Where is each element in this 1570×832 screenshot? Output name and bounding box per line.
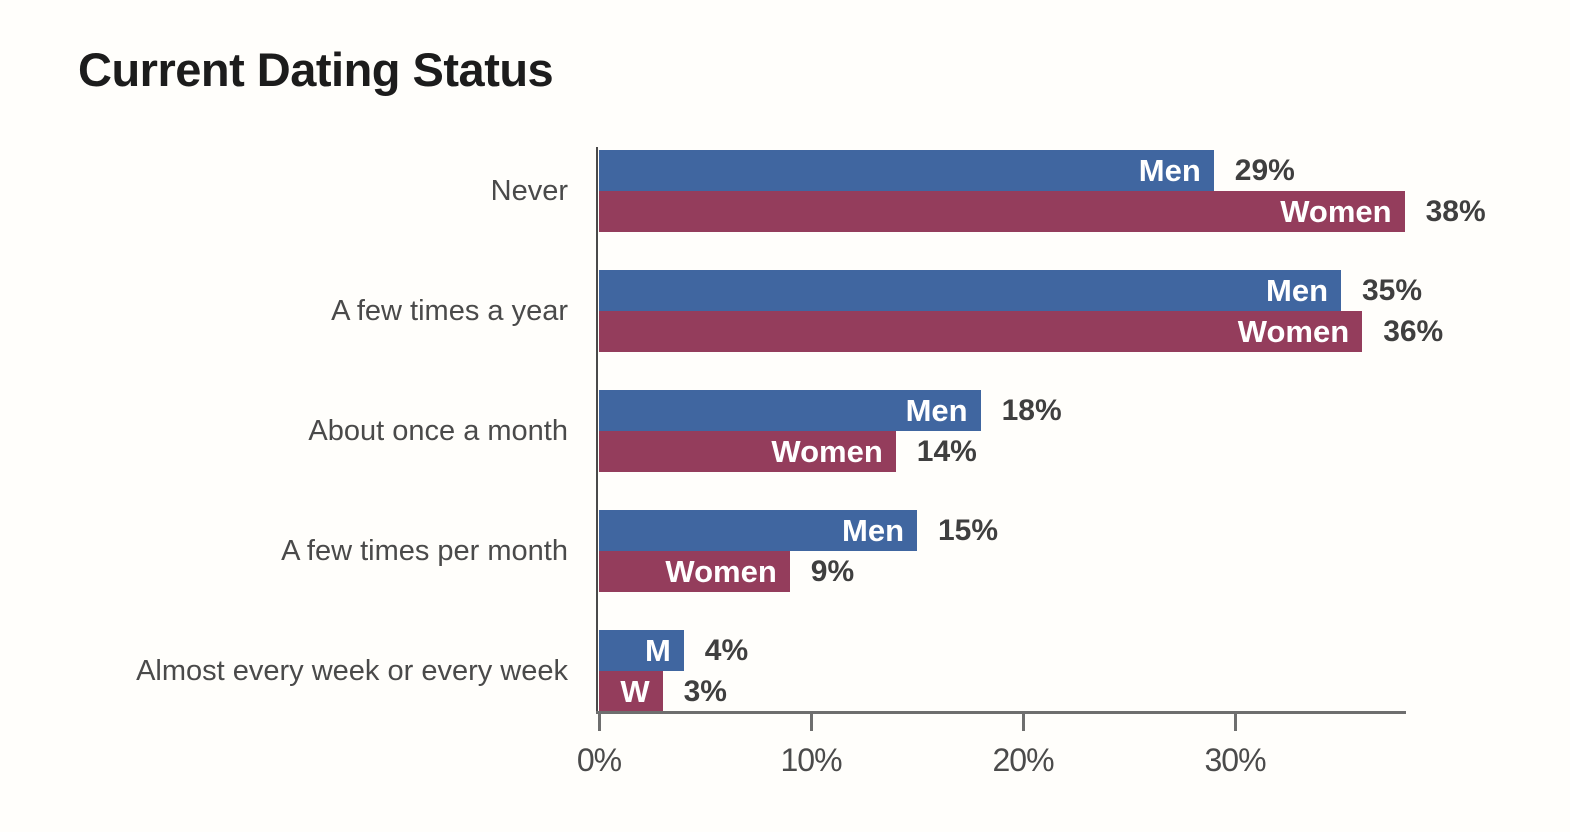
women-value-label: 36% — [1383, 315, 1444, 348]
women-bar-inner-label: Women — [771, 434, 883, 469]
men-bar-inner-label: Men — [1266, 273, 1328, 308]
x-axis-tick-label: 0% — [576, 742, 622, 778]
men-bar: Men — [599, 510, 917, 551]
women-bar: Women — [599, 551, 790, 592]
men-bar: M — [599, 630, 684, 671]
x-axis-tick — [1233, 714, 1237, 731]
men-bar-inner-label: M — [644, 633, 671, 668]
x-axis-tick — [597, 714, 601, 731]
women-bar: Women — [599, 311, 1363, 352]
women-value-label: 14% — [916, 435, 977, 468]
men-bar: Men — [599, 270, 1341, 311]
men-value-label: 18% — [1001, 394, 1062, 427]
men-bar: Men — [599, 390, 981, 431]
bar-group: Almost every week or every week M 4% W 3% — [136, 630, 1409, 712]
women-bar-inner-label: Women — [1237, 314, 1350, 349]
women-bar-inner-label: Women — [665, 554, 777, 589]
women-value-label: 9% — [810, 555, 855, 588]
women-bar: Women — [599, 191, 1405, 232]
men-bar: Men — [599, 150, 1214, 191]
men-value-label: 15% — [938, 514, 999, 547]
x-axis-tick-label: 20% — [992, 742, 1054, 778]
x-axis-line — [596, 711, 1406, 714]
chart-title: Current Dating Status — [78, 43, 554, 96]
women-bar: W — [599, 671, 663, 712]
men-bar-inner-label: Men — [1138, 153, 1201, 188]
x-axis-tick — [1021, 714, 1025, 731]
bar-group: A few times a year Men 35% Women 36% — [331, 270, 1443, 352]
women-bar-inner-label: Women — [1280, 194, 1392, 229]
category-label: A few times per month — [281, 534, 568, 567]
category-label: A few times a year — [331, 294, 568, 327]
y-axis-line — [596, 147, 598, 711]
men-bar-inner-label: Men — [905, 393, 968, 428]
category-label: Never — [490, 174, 568, 207]
x-axis-tick-label: 10% — [780, 742, 842, 778]
men-value-label: 4% — [704, 634, 749, 667]
category-label: Almost every week or every week — [136, 654, 568, 687]
x-axis-tick — [809, 714, 813, 731]
men-value-label: 35% — [1362, 274, 1423, 307]
women-value-label: 38% — [1425, 195, 1486, 228]
bar-group: Never Men 29% Women 38% — [491, 150, 1486, 232]
category-label: About once a month — [308, 414, 568, 447]
women-bar-inner-label: W — [620, 674, 650, 709]
men-value-label: 29% — [1234, 154, 1295, 187]
bar-group: A few times per month Men 15% Women 9% — [281, 510, 1409, 592]
women-value-label: 3% — [683, 675, 727, 708]
women-bar: Women — [599, 431, 896, 472]
men-bar-inner-label: Men — [842, 513, 904, 548]
bar-group: About once a month Men 18% Women 14% — [308, 390, 1409, 472]
x-axis-tick-label: 30% — [1204, 742, 1266, 778]
